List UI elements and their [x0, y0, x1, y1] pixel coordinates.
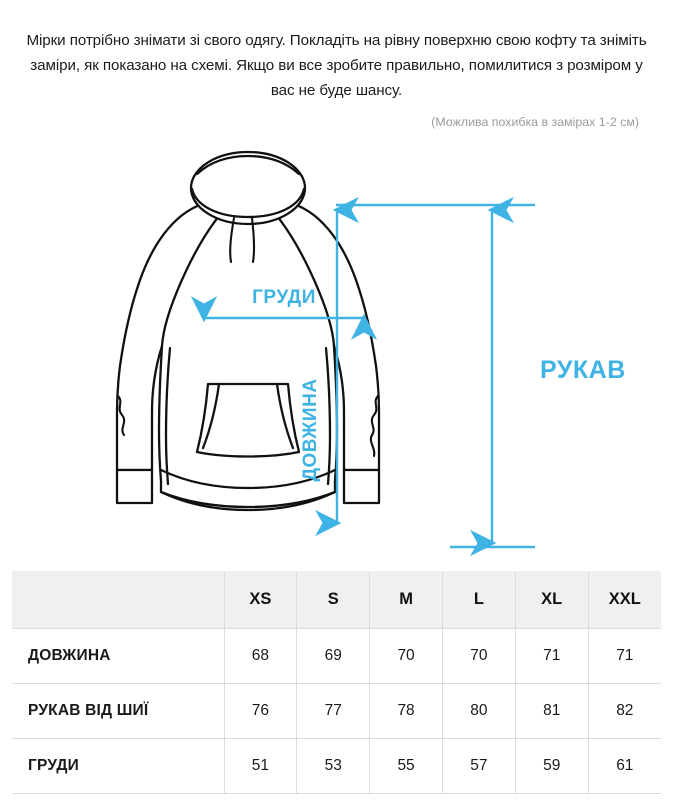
size-table-container: XS S M L XL XXL ДОВЖИНА 68 69 70 70 71 7… [12, 571, 661, 794]
cell-sleeve-l: 80 [442, 683, 516, 739]
cuff-left [115, 468, 154, 505]
length-label: ДОВЖИНА [300, 378, 321, 481]
cell-length-xs: 68 [224, 628, 298, 684]
table-header-row: XS S M L XL XXL [12, 571, 661, 629]
hoodie-diagram: ГРУДИ ДОВЖИНА РУКАВ [0, 140, 673, 565]
cell-length-xxl: 71 [588, 628, 661, 684]
cell-chest-xl: 59 [515, 738, 589, 794]
table-header-xs: XS [224, 571, 298, 629]
table-header-l: L [442, 571, 516, 629]
cell-chest-l: 57 [442, 738, 516, 794]
cell-chest-m: 55 [369, 738, 443, 794]
row-label-length: ДОВЖИНА [12, 628, 225, 684]
table-row: ДОВЖИНА 68 69 70 70 71 71 [12, 628, 661, 684]
drawstring-left [229, 216, 236, 264]
cell-chest-xs: 51 [224, 738, 298, 794]
chest-label: ГРУДИ [252, 287, 316, 308]
side-seam-left [164, 346, 172, 486]
cell-sleeve-m: 78 [369, 683, 443, 739]
table-header-s: S [296, 571, 371, 629]
measurement-guides [190, 196, 535, 557]
tolerance-note: (Можлива похибка в замірах 1-2 см) [431, 115, 639, 129]
table-row: РУКАВ ВІД ШИЇ 76 77 78 80 81 82 [12, 683, 661, 739]
row-label-sleeve-from-neck: РУКАВ ВІД ШИЇ [12, 683, 225, 739]
cell-sleeve-xs: 76 [224, 683, 298, 739]
cuff-right [342, 468, 381, 505]
table-header-xl: XL [515, 571, 589, 629]
drawstring-right [250, 216, 256, 264]
cell-length-s: 69 [296, 628, 371, 684]
cell-length-xl: 71 [515, 628, 589, 684]
size-table: XS S M L XL XXL ДОВЖИНА 68 69 70 70 71 7… [12, 571, 661, 794]
cell-chest-xxl: 61 [588, 738, 661, 794]
intro-block: Мірки потрібно знімати зі свого одягу. П… [0, 0, 673, 129]
pocket-opening-left [201, 382, 221, 450]
cell-sleeve-xxl: 82 [588, 683, 661, 739]
cell-chest-s: 53 [296, 738, 371, 794]
table-header-m: M [369, 571, 443, 629]
sleeve-folds-right [369, 394, 380, 458]
row-label-chest: ГРУДИ [12, 738, 225, 794]
measurement-instructions: Мірки потрібно знімати зі свого одягу. П… [26, 32, 647, 99]
neck-opening [190, 187, 306, 219]
sleeve-folds-left [116, 394, 126, 437]
hoodie-body-path [115, 194, 381, 509]
hood-shape [189, 150, 307, 226]
cell-length-m: 70 [369, 628, 443, 684]
hoodie-outline [115, 150, 381, 512]
kangaroo-pocket [195, 382, 301, 458]
table-row: ГРУДИ 51 53 55 57 59 61 [12, 738, 661, 794]
table-header-xxl: XXL [588, 571, 661, 629]
cell-length-l: 70 [442, 628, 516, 684]
cell-sleeve-xl: 81 [515, 683, 589, 739]
pocket-opening-right [275, 382, 295, 450]
table-header-corner [12, 571, 225, 629]
hood-inner-rim [195, 154, 301, 176]
hem-band-top [159, 468, 337, 490]
hoodie-illustration-svg: ГРУДИ ДОВЖИНА РУКАВ [115, 150, 626, 557]
sleeve-label: РУКАВ [540, 356, 626, 384]
hem-band-bottom [159, 490, 337, 512]
cell-sleeve-s: 77 [296, 683, 371, 739]
